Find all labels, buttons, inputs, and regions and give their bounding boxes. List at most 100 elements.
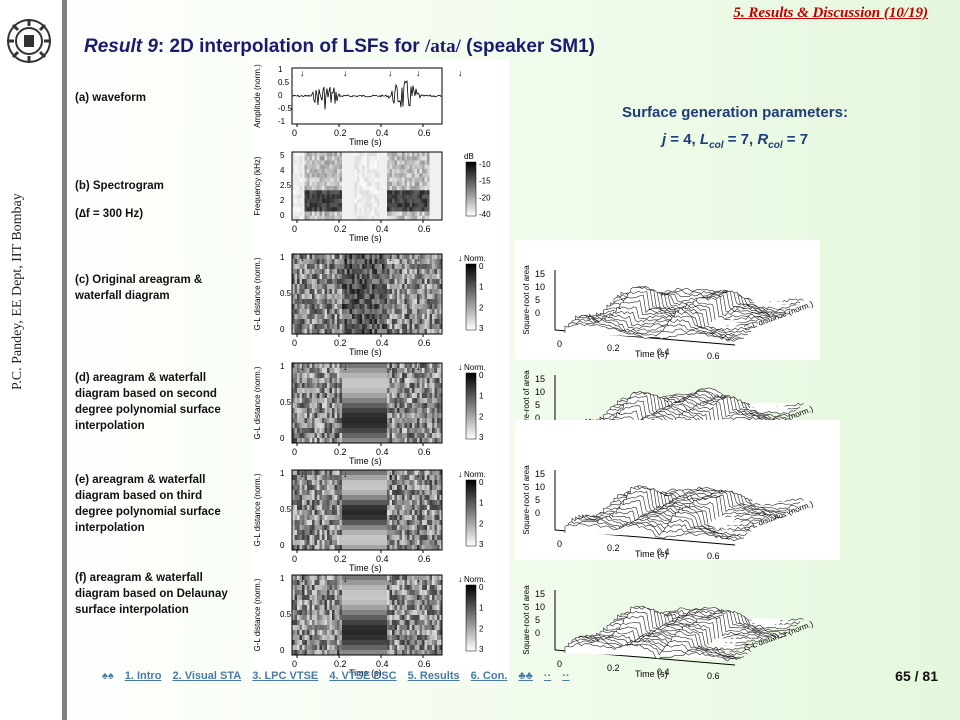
heat-cell bbox=[352, 610, 355, 616]
heat-cell bbox=[297, 650, 300, 656]
heat-cell bbox=[319, 269, 323, 275]
heat-cell bbox=[309, 264, 313, 270]
heat-cell bbox=[417, 203, 420, 208]
heat-cell bbox=[369, 495, 373, 501]
heat-cell bbox=[294, 423, 298, 429]
heat-cell bbox=[382, 194, 385, 200]
heat-cell bbox=[377, 418, 380, 424]
heat-cell bbox=[369, 600, 373, 606]
heat-cell bbox=[334, 194, 338, 200]
heat-cell bbox=[397, 530, 400, 536]
heat-cell bbox=[349, 470, 353, 476]
heat-cell bbox=[412, 610, 415, 616]
heat-cell bbox=[399, 152, 403, 157]
heat-cell bbox=[327, 575, 330, 581]
heat-cell bbox=[332, 378, 335, 384]
heat-cell bbox=[437, 299, 440, 305]
time-axis-label: Time (s) bbox=[349, 668, 382, 678]
heat-cell bbox=[424, 304, 428, 310]
heat-cell bbox=[387, 520, 390, 526]
heat-cell bbox=[424, 575, 428, 581]
heat-cell bbox=[342, 413, 345, 419]
heat-cell bbox=[339, 378, 343, 384]
heat-cell bbox=[299, 575, 303, 581]
heat-cell bbox=[379, 164, 383, 170]
heat-cell bbox=[429, 620, 433, 626]
heat-cell bbox=[384, 605, 388, 611]
heat-cell bbox=[314, 398, 318, 404]
heat-cell bbox=[369, 470, 373, 476]
heat-cell bbox=[409, 254, 413, 260]
heat-cell bbox=[384, 520, 388, 526]
heat-cell bbox=[352, 274, 355, 280]
heat-cell bbox=[409, 620, 413, 626]
heat-cell bbox=[322, 500, 325, 506]
heat-cell bbox=[417, 284, 420, 290]
heat-cell bbox=[322, 530, 325, 536]
colorbar-tick-label: 1 bbox=[479, 604, 484, 613]
heat-cell bbox=[429, 413, 433, 419]
heat-cell bbox=[294, 363, 298, 369]
heat-cell bbox=[407, 625, 410, 631]
heat-cell bbox=[389, 368, 393, 374]
heat-cell bbox=[397, 173, 400, 178]
heat-cell bbox=[414, 211, 418, 217]
heat-cell bbox=[342, 398, 345, 404]
heat-cell bbox=[352, 605, 355, 611]
heat-cell bbox=[314, 160, 318, 166]
heat-cell bbox=[364, 177, 368, 183]
heat-cell bbox=[319, 480, 323, 486]
heat-cell bbox=[364, 605, 368, 611]
heat-cell bbox=[372, 600, 375, 606]
heat-cell bbox=[402, 388, 405, 394]
heat-cell bbox=[409, 259, 413, 265]
heat-cell bbox=[324, 279, 328, 285]
heat-cell bbox=[324, 500, 328, 506]
section-header[interactable]: 5. Results & Discussion (10/19) bbox=[733, 5, 928, 21]
heat-cell bbox=[422, 625, 425, 631]
heat-cell bbox=[354, 211, 358, 217]
heat-cell bbox=[342, 378, 345, 384]
heat-cell bbox=[407, 160, 410, 166]
heat-cell bbox=[422, 259, 425, 265]
heat-cell bbox=[429, 388, 433, 394]
heat-cell bbox=[367, 160, 370, 166]
heat-cell bbox=[347, 319, 350, 325]
heat-cell bbox=[347, 505, 350, 511]
heat-cell bbox=[352, 615, 355, 621]
heat-cell bbox=[364, 211, 368, 217]
heat-cell bbox=[337, 177, 340, 183]
heat-cell bbox=[394, 259, 398, 265]
heat-cell bbox=[294, 215, 298, 221]
heat-cell bbox=[302, 490, 305, 496]
heat-cell bbox=[412, 181, 415, 187]
heat-cell bbox=[304, 408, 308, 414]
heat-cell bbox=[379, 615, 383, 621]
heat-cell bbox=[327, 510, 330, 516]
heat-cell bbox=[329, 368, 333, 374]
heat-cell bbox=[352, 403, 355, 409]
heat-cell bbox=[387, 164, 390, 170]
heat-cell bbox=[314, 600, 318, 606]
heat-cell bbox=[357, 190, 360, 195]
heat-cell bbox=[382, 279, 385, 285]
heat-cell bbox=[297, 363, 300, 369]
heat-cell bbox=[314, 615, 318, 621]
heat-cell bbox=[382, 515, 385, 521]
heat-cell bbox=[309, 164, 313, 170]
heat-cell bbox=[304, 645, 308, 651]
heat-cell bbox=[437, 269, 440, 275]
heat-cell bbox=[357, 645, 360, 651]
heat-cell bbox=[409, 203, 413, 208]
heat-cell bbox=[344, 575, 348, 581]
heat-cell bbox=[364, 645, 368, 651]
heat-cell bbox=[319, 254, 323, 260]
heat-cell bbox=[317, 203, 320, 208]
heat-cell bbox=[429, 635, 433, 641]
heat-cell bbox=[397, 156, 400, 161]
heat-cell bbox=[372, 490, 375, 496]
heat-cell bbox=[434, 495, 438, 501]
heat-cell bbox=[302, 575, 305, 581]
heat-cell bbox=[329, 505, 333, 511]
heat-cell bbox=[329, 540, 333, 546]
